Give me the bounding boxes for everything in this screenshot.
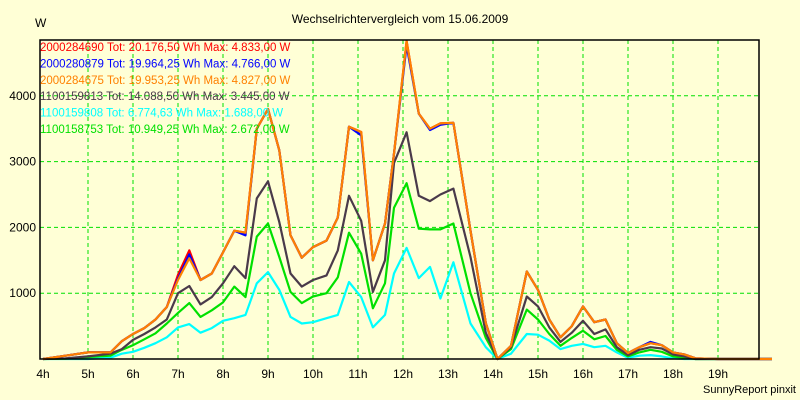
legend: 2000284690 Tot: 20.176,50 Wh Max: 4.833,…	[40, 42, 291, 136]
legend-entry-1100158753: 1100158753 Tot: 10.949,25 Wh Max: 2.672,…	[40, 124, 290, 136]
plot-border	[39, 39, 760, 360]
x-tick-label: 17h	[618, 367, 638, 381]
series-line-2000284675	[42, 40, 772, 361]
y-tick-label: 3000	[9, 155, 36, 169]
grid	[40, 40, 759, 359]
x-tick-label: 11h	[348, 367, 367, 381]
x-ticks: 4h 5h 6h 7h 8h 9h 10h 11h 12h 13h 14h 15h 16h 17h 18h 1…	[36, 367, 728, 381]
x-tick-label: 19h	[708, 367, 728, 381]
x-tick-label: 4h	[36, 367, 49, 381]
legend-entry-1100159813: 1100159813 Tot: 14.088,50 Wh Max: 3.445,…	[40, 91, 290, 103]
footer-credit: SunnyReport pinxit	[703, 384, 796, 396]
series-lines	[42, 39, 772, 361]
x-tick-label: 5h	[81, 367, 94, 381]
legend-entry-2000284690: 2000284690 Tot: 20.176,50 Wh Max: 4.833,…	[40, 42, 291, 54]
y-tick-label: 1000	[9, 286, 36, 300]
y-tick-label: 2000	[9, 220, 36, 234]
x-tick-label: 8h	[216, 367, 229, 381]
x-tick-label: 14h	[483, 367, 503, 381]
x-tick-label: 6h	[126, 367, 139, 381]
x-tick-label: 16h	[573, 367, 593, 381]
x-tick-label: 12h	[393, 367, 413, 381]
x-tick-label: 9h	[261, 367, 274, 381]
series-line-2000284690	[42, 39, 772, 361]
series-line-1100158753	[42, 182, 772, 361]
y-axis-label: W	[35, 16, 47, 30]
y-ticks: 1000 2000 3000 4000	[9, 89, 36, 300]
series-line-1100159808	[43, 246, 772, 361]
x-tick-label: 18h	[663, 367, 683, 381]
x-tick-label: 13h	[438, 367, 458, 381]
chart-title: Wechselrichtervergleich vom 15.06.2009	[292, 12, 509, 26]
series-line-1100159813	[42, 131, 772, 361]
x-tick-label: 10h	[303, 367, 323, 381]
legend-entry-2000280879: 2000280879 Tot: 19.964,25 Wh Max: 4.766,…	[40, 58, 291, 70]
legend-entry-2000284675: 2000284675 Tot: 19.953,25 Wh Max: 4.827,…	[40, 75, 291, 87]
x-tick-label: 7h	[171, 367, 184, 381]
legend-entry-1100159808: 1100159808 Tot: 6.774,63 Wh Max: 1.688,0…	[40, 108, 283, 120]
y-tick-label: 4000	[9, 89, 36, 103]
x-tick-label: 15h	[528, 367, 548, 381]
